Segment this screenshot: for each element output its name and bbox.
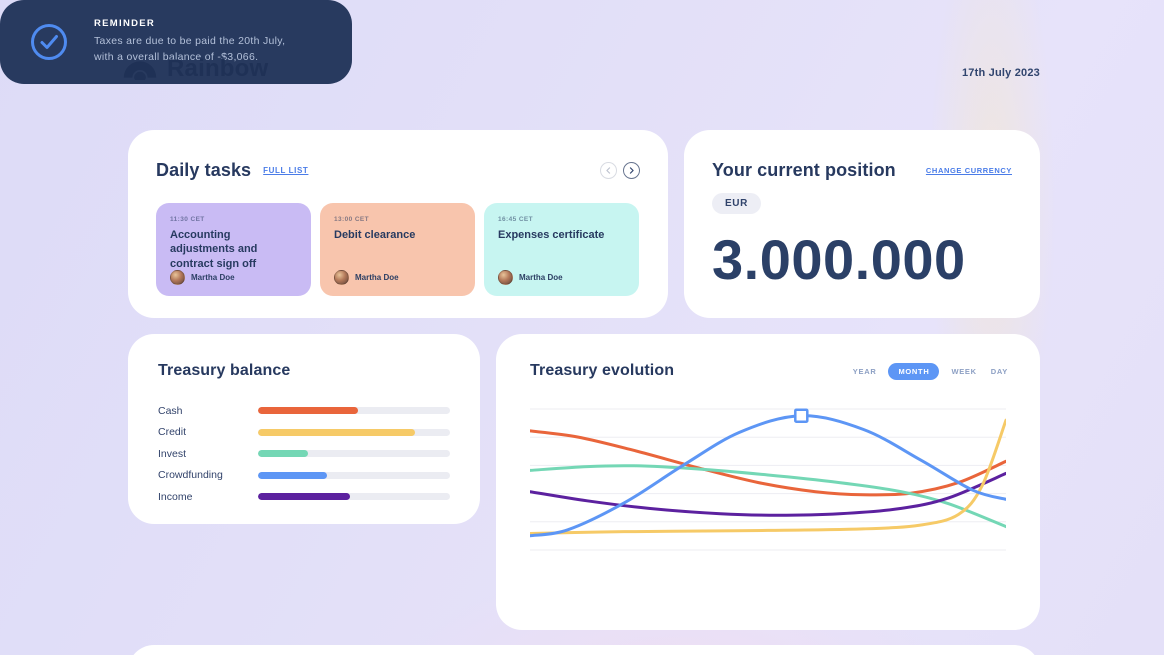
treasury-evolution-card: Treasury evolution YEAR MONTH WEEK DAY	[496, 334, 1040, 630]
carousel-next-button[interactable]	[623, 162, 640, 179]
toggle-month[interactable]: MONTH	[888, 362, 940, 380]
reminder-text-line2: with a overall balance of -$3,066.	[94, 51, 259, 63]
balance-bar-track	[258, 407, 450, 415]
assignee-name: Martha Doe	[519, 273, 563, 282]
avatar	[498, 270, 513, 285]
balance-row: Invest	[158, 443, 450, 465]
reminder-card: REMINDER Taxes are due to be paid the 20…	[0, 0, 352, 84]
full-list-link[interactable]: FULL LIST	[263, 166, 309, 175]
task-time: 16:45 CET	[498, 216, 534, 223]
brand-logo: Rainbow	[122, 55, 268, 83]
daily-tasks-card: Daily tasks FULL LIST 11:30 CET Accounti…	[128, 130, 668, 318]
reminder-title: REMINDER	[94, 18, 156, 30]
treasury-balance-card: Treasury balance Cash Credit Invest Crow…	[128, 334, 480, 524]
series-line-income	[528, 471, 1008, 517]
balance-row: Credit	[158, 422, 450, 444]
reminder-text-line1: Taxes are due to be paid the 20th July,	[94, 35, 286, 48]
toggle-day[interactable]: DAY	[990, 366, 1008, 376]
task-title: Accounting adjustments and contract sign…	[170, 229, 258, 270]
avatar	[170, 270, 185, 285]
chart-marker[interactable]	[794, 408, 809, 423]
series-line-cash	[528, 429, 1008, 497]
period-toggle: YEAR MONTH WEEK DAY	[851, 362, 1010, 380]
treasury-evolution-chart	[528, 408, 1008, 551]
next-section-card	[128, 645, 1040, 655]
task-card[interactable]: 11:30 CET Accounting adjustments and con…	[156, 203, 311, 296]
balance-row: Income	[158, 486, 450, 508]
toggle-year[interactable]: YEAR	[852, 366, 877, 376]
change-currency-link[interactable]: CHANGE CURRENCY	[925, 166, 1012, 175]
current-position-card: Your current position CHANGE CURRENCY EU…	[684, 130, 1040, 318]
balance-bar-fill	[258, 471, 328, 479]
toggle-week[interactable]: WEEK	[951, 366, 977, 376]
chevron-right-icon	[629, 167, 634, 174]
balance-bar-track	[258, 493, 450, 501]
chevron-left-icon	[606, 167, 611, 174]
treasury-evolution-title: Treasury evolution	[530, 362, 675, 379]
balance-row: Cash	[158, 400, 450, 422]
balance-bar-track	[258, 428, 450, 436]
balance-label: Crowdfunding	[158, 469, 223, 482]
balance-bar-track	[258, 450, 450, 458]
task-card[interactable]: 16:45 CET Expenses certificate Martha Do…	[484, 203, 639, 296]
treasury-balance-title: Treasury balance	[158, 362, 291, 379]
avatar	[334, 270, 349, 285]
task-title: Expenses certificate	[498, 229, 605, 241]
series-line-crowdfunding	[528, 414, 1008, 538]
series-line-credit	[528, 418, 1008, 535]
task-time: 11:30 CET	[170, 216, 205, 223]
balance-row: Crowdfunding	[158, 465, 450, 487]
current-date: 17th July 2023	[961, 67, 1040, 79]
currency-badge[interactable]: EUR	[712, 193, 761, 214]
position-amount: 3.000.000	[712, 228, 966, 291]
balance-bar-fill	[258, 407, 358, 415]
assignee-name: Martha Doe	[191, 273, 235, 282]
assignee-name: Martha Doe	[355, 273, 399, 282]
current-position-title: Your current position	[712, 160, 896, 180]
rainbow-logo-icon	[123, 60, 157, 80]
daily-tasks-title: Daily tasks	[156, 160, 252, 180]
balance-label: Cash	[158, 404, 183, 417]
task-card[interactable]: 13:00 CET Debit clearance Martha Doe	[320, 203, 475, 296]
balance-label: Credit	[158, 426, 187, 439]
series-line-invest	[528, 464, 1008, 529]
balance-label: Invest	[158, 447, 187, 460]
balance-bar-fill	[258, 493, 351, 501]
brand-name: Rainbow	[167, 55, 269, 82]
task-time: 13:00 CET	[334, 216, 370, 223]
balance-bar-track	[258, 471, 450, 479]
check-circle-icon	[31, 24, 67, 60]
task-title: Debit clearance	[334, 229, 416, 241]
carousel-prev-button[interactable]	[600, 162, 617, 179]
balance-bar-fill	[258, 450, 308, 458]
balance-label: Income	[158, 490, 193, 503]
balance-bar-fill	[258, 428, 416, 436]
